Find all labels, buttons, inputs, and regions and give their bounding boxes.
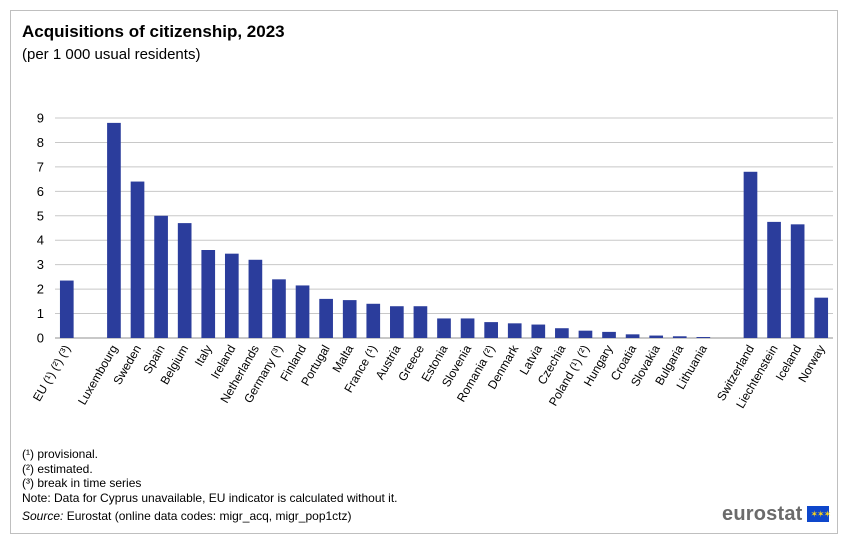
y-tick-label: 3	[37, 257, 44, 272]
bar-chart: 0 1 2 3 4 5 6 7 8 9 EU (¹) (²) (³) LuxembourgSwede…	[30, 111, 833, 411]
y-tick-label: 7	[37, 159, 44, 174]
bar	[248, 259, 263, 338]
y-tick-label: 6	[37, 184, 44, 199]
bar	[507, 323, 522, 338]
bar	[366, 303, 381, 338]
x-tick-label: EU (¹) (²) (³)	[30, 343, 73, 404]
bar	[154, 215, 168, 338]
bar	[59, 280, 74, 338]
logo-text: eurostat	[722, 502, 803, 525]
footnote: (¹) provisional.	[22, 447, 99, 461]
bar	[531, 324, 546, 338]
bar	[649, 335, 664, 338]
bar	[602, 331, 616, 338]
y-tick-label: 5	[37, 208, 44, 223]
bar	[672, 336, 687, 338]
footnote: Note: Data for Cyprus unavailable, EU in…	[22, 490, 398, 505]
gridlines	[55, 117, 833, 339]
bar	[413, 306, 428, 338]
eu-flag-icon: ✶✶✶	[806, 506, 831, 522]
bar	[484, 322, 498, 338]
source-label: Source:	[22, 509, 64, 523]
footnotes: (¹) provisional. (²) estimated. (³) brea…	[22, 447, 398, 505]
footnote: (²) estimated.	[22, 461, 93, 476]
bar	[130, 181, 145, 338]
bars	[59, 122, 829, 338]
chart-title: Acquisitions of citizenship, 2023	[22, 22, 285, 41]
bar	[319, 298, 333, 338]
bar	[224, 253, 239, 338]
bar	[201, 250, 216, 338]
source-note: Source: Eurostat (online data codes: mig…	[22, 509, 352, 523]
chart-subtitle: (per 1 000 usual residents)	[22, 46, 201, 63]
bar	[555, 328, 569, 338]
y-tick-label: 0	[37, 331, 44, 346]
bar	[790, 224, 805, 338]
bar	[767, 221, 781, 338]
y-tick-label: 9	[37, 111, 44, 126]
bar	[295, 285, 310, 338]
x-axis-labels: EU (¹) (²) (³) LuxembourgSwedenSpainBelgi…	[30, 342, 828, 411]
chart-frame	[10, 10, 838, 534]
bar	[743, 171, 758, 338]
y-tick-label: 2	[37, 282, 44, 297]
bar	[437, 318, 451, 338]
y-tick-label: 1	[37, 306, 44, 321]
bar	[177, 223, 192, 338]
bar	[625, 334, 640, 338]
x-tick-label: Italy	[192, 343, 215, 369]
y-tick-label: 4	[37, 233, 44, 248]
y-axis-ticks: 0 1 2 3 4 5 6 7 8 9	[37, 111, 44, 346]
bar	[390, 306, 404, 338]
bar	[460, 318, 475, 338]
y-tick-label: 8	[37, 135, 44, 150]
bar	[814, 297, 829, 338]
source-text: Eurostat (online data codes: migr_acq, m…	[63, 509, 352, 523]
bar	[107, 122, 121, 338]
bar	[696, 337, 711, 338]
eurostat-logo: eurostat ✶✶✶	[722, 502, 831, 526]
bar	[272, 279, 286, 338]
bar	[342, 300, 357, 338]
bar	[578, 330, 593, 338]
footnote: (³) break in time series	[22, 476, 142, 490]
